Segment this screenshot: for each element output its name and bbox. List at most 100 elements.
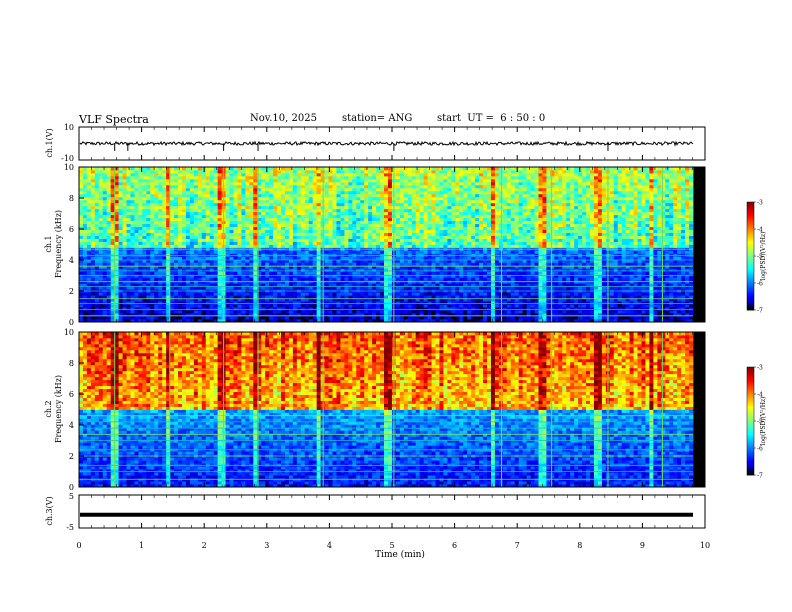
spectrogram-cell xyxy=(428,173,432,176)
spectrogram-cell xyxy=(297,233,301,236)
spectrogram-cell xyxy=(420,239,424,242)
spectrogram-cell xyxy=(336,173,340,176)
spectrogram-cell xyxy=(158,301,162,304)
spectrogram-cell xyxy=(202,203,206,206)
spectrogram-cell xyxy=(134,206,138,209)
spectrogram-cell xyxy=(424,209,428,212)
spectrogram-cell xyxy=(455,250,459,253)
spectrogram-cell xyxy=(95,310,99,313)
spectrogram-cell xyxy=(245,271,249,274)
spectrogram-cell xyxy=(237,185,241,188)
spectrogram-cell xyxy=(99,209,103,212)
spectrogram-cell xyxy=(281,245,285,248)
spectrogram-cell xyxy=(170,262,174,265)
spectrogram-cell xyxy=(404,310,408,313)
spectrogram-cell xyxy=(245,197,249,200)
spectrogram-cell xyxy=(226,182,230,185)
spectrogram-cell xyxy=(158,236,162,239)
spectrogram-cell xyxy=(356,301,360,304)
spectrogram-cell xyxy=(119,295,123,298)
spectrogram-cell xyxy=(325,316,329,319)
spectrogram-cell xyxy=(218,233,222,236)
spectrogram-cell xyxy=(325,200,329,203)
spectrogram-cell xyxy=(368,176,372,179)
spectrogram-cell xyxy=(138,295,142,298)
spectrogram-cell xyxy=(305,197,309,200)
spectrogram-cell xyxy=(432,295,436,298)
spectrogram-cell xyxy=(127,212,131,215)
spectrogram-cell xyxy=(115,277,119,280)
spectrogram-cell xyxy=(443,310,447,313)
spectrogram-cell xyxy=(344,295,348,298)
spectrogram-cell xyxy=(138,197,142,200)
spectrogram-cell xyxy=(218,256,222,259)
spectrogram-cell xyxy=(119,271,123,274)
spectrogram-cell xyxy=(281,233,285,236)
spectrogram-cell xyxy=(150,245,154,248)
spectrogram-cell xyxy=(420,277,424,280)
spectrogram-cell xyxy=(348,224,352,227)
spectrogram-cell xyxy=(455,221,459,224)
spectrogram-cell xyxy=(138,250,142,253)
spectrogram-cell xyxy=(451,304,455,307)
spectrogram-cell xyxy=(99,304,103,307)
spectrogram-cell xyxy=(134,274,138,277)
spectrogram-cell xyxy=(404,176,408,179)
spectrogram-cell xyxy=(186,212,190,215)
spectrogram-cell xyxy=(424,191,428,194)
spectrogram-cell xyxy=(424,295,428,298)
spectrogram-cell xyxy=(301,212,305,215)
spectrogram-cell xyxy=(103,188,107,191)
spectrogram-cell xyxy=(87,292,91,295)
spectrogram-cell xyxy=(428,274,432,277)
spectrogram-cell xyxy=(233,236,237,239)
spectrogram-cell xyxy=(190,176,194,179)
spectrogram-cell xyxy=(245,295,249,298)
spectrogram-cell xyxy=(142,179,146,182)
spectrogram-cell xyxy=(376,224,380,227)
spectrogram-cell xyxy=(218,227,222,230)
spectrogram-cell xyxy=(360,304,364,307)
spectrogram-cell xyxy=(428,233,432,236)
spectrogram-cell xyxy=(218,212,222,215)
spectrogram-cell xyxy=(439,182,443,185)
spectrogram-cell xyxy=(202,173,206,176)
spectrogram-cell xyxy=(447,176,451,179)
spectrogram-cell xyxy=(285,185,289,188)
spectrogram-cell xyxy=(317,233,321,236)
spectrogram-cell xyxy=(182,206,186,209)
spectrogram-cell xyxy=(95,271,99,274)
spectrogram-cell xyxy=(297,167,301,170)
spectrogram-cell xyxy=(404,218,408,221)
spectrogram-cell xyxy=(356,233,360,236)
spectrogram-cell xyxy=(233,250,237,253)
spectrogram-cell xyxy=(447,295,451,298)
spectrogram-cell xyxy=(253,212,257,215)
spectrogram-cell xyxy=(170,206,174,209)
spectrogram-cell xyxy=(372,182,376,185)
spectrogram-cell xyxy=(233,239,237,242)
spectrogram-cell xyxy=(245,301,249,304)
spectrogram-cell xyxy=(245,250,249,253)
spectrogram-cell xyxy=(364,239,368,242)
spectrogram-cell xyxy=(233,310,237,313)
spectrogram-cell xyxy=(333,242,337,245)
spectrogram-cell xyxy=(451,230,455,233)
spectrogram-cell xyxy=(285,173,289,176)
spectrogram-cell xyxy=(123,170,127,173)
spectrogram-cell xyxy=(119,215,123,218)
spectrogram-cell xyxy=(384,233,388,236)
spectrogram-cell xyxy=(146,295,150,298)
spectrogram-cell xyxy=(226,209,230,212)
spectrogram-cell xyxy=(325,304,329,307)
spectrogram-cell xyxy=(340,271,344,274)
spectrogram-cell xyxy=(305,301,309,304)
spectrogram-cell xyxy=(424,212,428,215)
spectrogram-cell xyxy=(226,310,230,313)
spectrogram-cell xyxy=(325,206,329,209)
spectrogram-cell xyxy=(420,203,424,206)
spectrogram-cell xyxy=(162,277,166,280)
spectrogram-cell xyxy=(443,256,447,259)
spectrogram-cell xyxy=(325,179,329,182)
spectrogram-cell xyxy=(233,316,237,319)
